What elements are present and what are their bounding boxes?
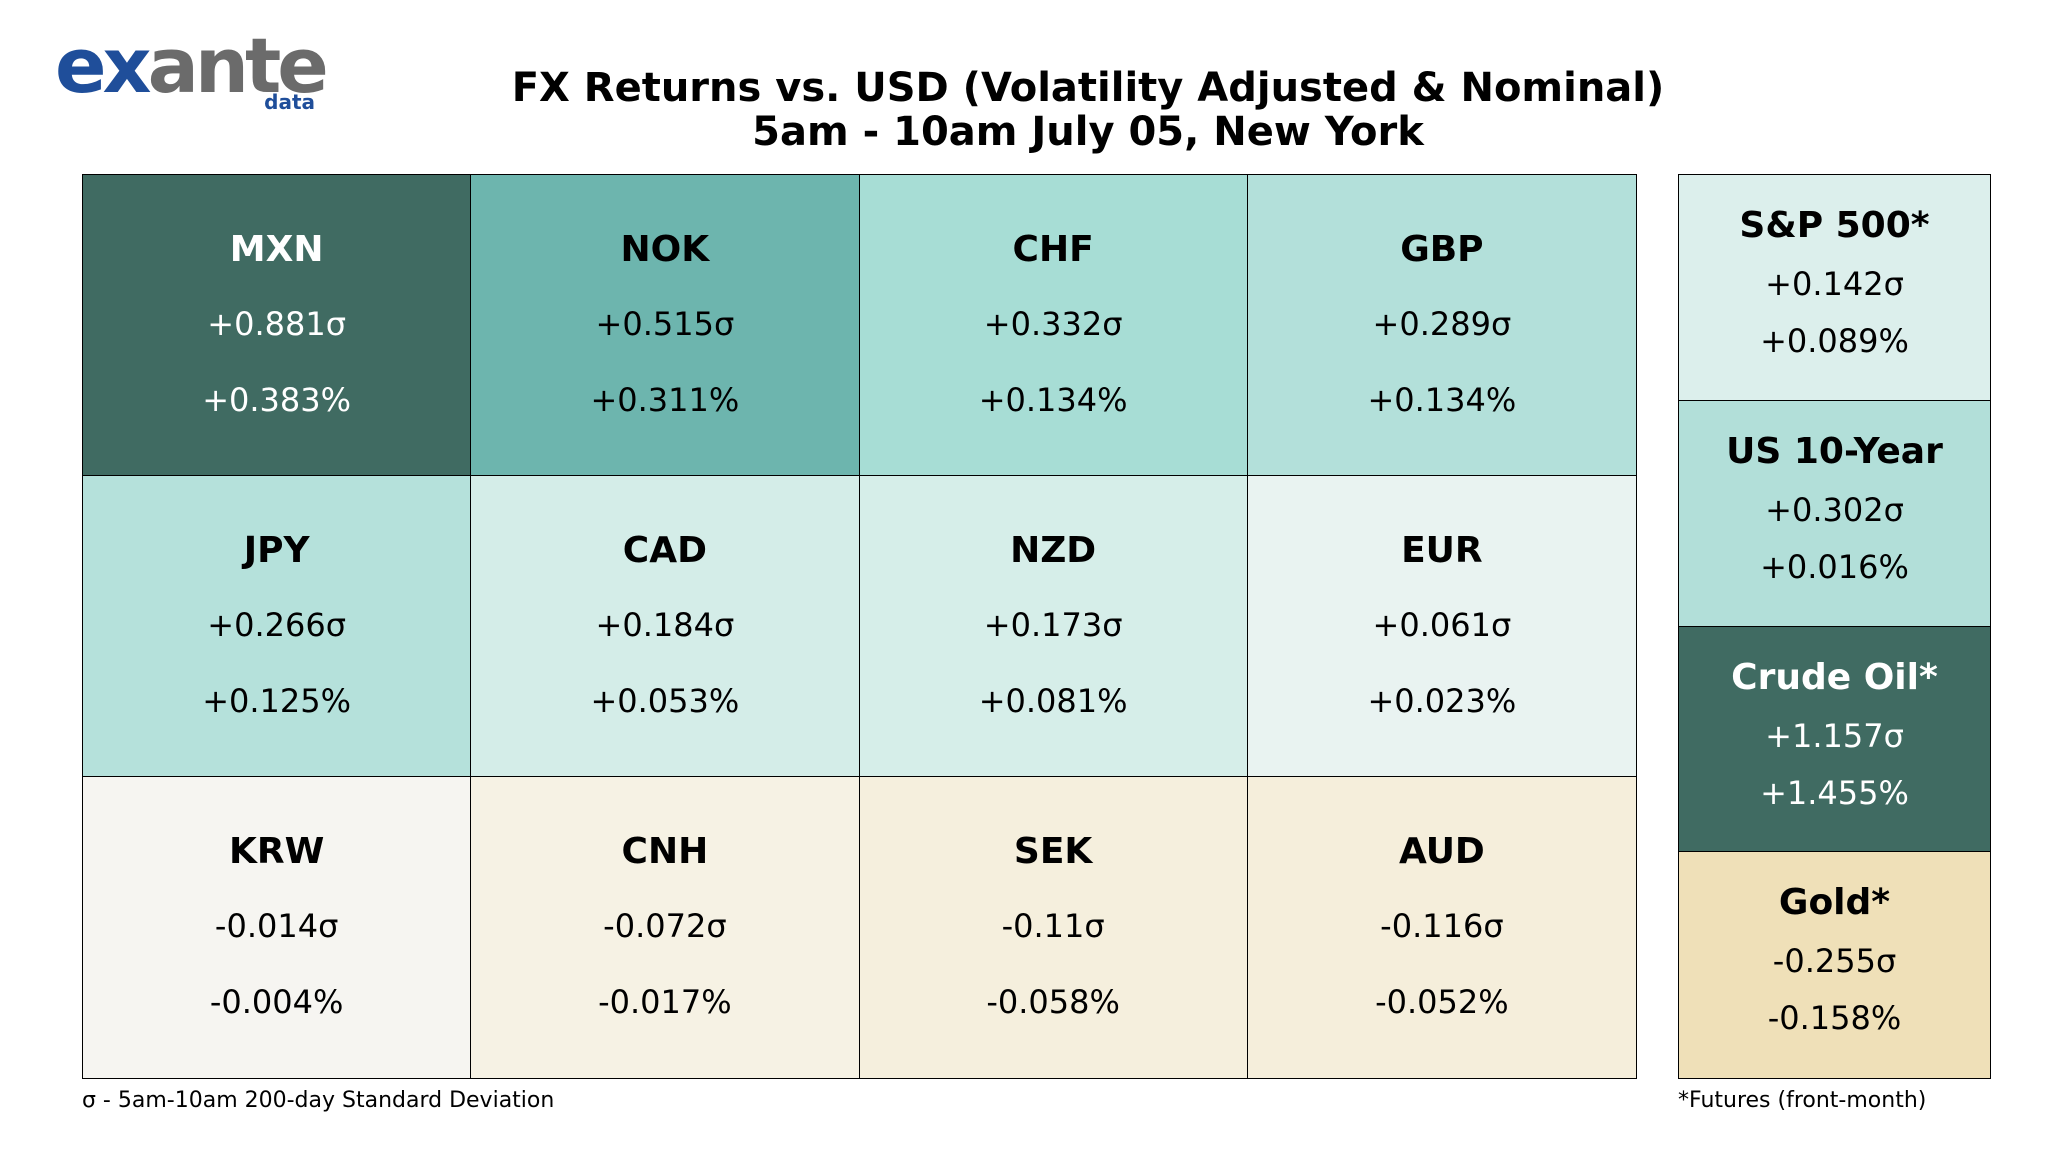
nominal-return: +0.134% [1367,381,1517,419]
fx-cell: NZD +0.173σ +0.081% [859,476,1248,777]
sigma-return: +0.061σ [1372,606,1512,644]
nominal-return: +0.053% [590,682,740,720]
nominal-return: +0.023% [1367,682,1517,720]
fx-cell: CHF +0.332σ +0.134% [859,175,1248,476]
sigma-return: +0.173σ [983,606,1123,644]
title-line-2: 5am - 10am July 05, New York [752,109,1424,155]
nominal-return: +0.134% [978,381,1128,419]
fx-cell: EUR +0.061σ +0.023% [1247,476,1636,777]
sigma-return: +1.157σ [1765,716,1904,755]
currency-name: SEK [1013,831,1093,872]
nominal-return: -0.058% [986,983,1120,1021]
currency-name: JPY [243,530,310,571]
asset-cell: US 10-Year +0.302σ +0.016% [1679,400,1990,627]
logo-wordmark: exante [55,28,329,104]
sigma-return: +0.142σ [1765,265,1904,303]
title-line-1: FX Returns vs. USD (Volatility Adjusted … [511,65,1665,111]
asset-cell: Gold* -0.255σ -0.158% [1679,852,1990,1078]
currency-name: KRW [228,831,325,872]
footnote-futures: *Futures (front-month) [1678,1088,1927,1113]
nominal-return: +0.081% [978,682,1128,720]
sigma-return: +0.515σ [595,305,735,343]
fx-heatmap-grid: MXN +0.881σ +0.383% NOK +0.515σ +0.311% CHF +… [82,174,1637,1079]
fx-cell: KRW -0.014σ -0.004% [83,777,472,1078]
fx-cell: CAD +0.184σ +0.053% [471,476,860,777]
asset-name: Gold* [1778,882,1891,924]
fx-cell: AUD -0.116σ -0.052% [1247,777,1636,1078]
sigma-return: -0.255σ [1772,942,1897,981]
nominal-return: +0.383% [202,381,352,419]
sigma-return: +0.289σ [1372,305,1512,343]
nominal-return: -0.052% [1375,983,1509,1021]
currency-name: NOK [620,229,710,270]
currency-name: AUD [1398,831,1485,872]
footnote-sigma: σ - 5am-10am 200-day Standard Deviation [82,1088,555,1113]
nominal-return: +0.125% [202,682,352,720]
nominal-return: -0.158% [1767,999,1902,1038]
asset-name: S&P 500* [1739,205,1930,246]
currency-name: MXN [229,229,324,270]
fx-cell: JPY +0.266σ +0.125% [83,476,472,777]
sigma-return: +0.332σ [983,305,1123,343]
fx-cell: CNH -0.072σ -0.017% [471,777,860,1078]
logo-ante: ante [147,21,329,110]
currency-name: CHF [1012,229,1094,270]
currency-name: GBP [1400,229,1484,270]
chart-title: FX Returns vs. USD (Volatility Adjusted … [0,66,2048,154]
exante-logo: exante data [55,28,329,118]
sigma-return: -0.116σ [1380,907,1504,945]
asset-name: US 10-Year [1726,430,1943,472]
sigma-return: -0.072σ [603,907,727,945]
logo-ex: ex [55,21,152,110]
asset-cell: S&P 500* +0.142σ +0.089% [1679,175,1990,401]
sigma-return: +0.881σ [207,305,346,343]
currency-name: CNH [621,831,709,872]
logo-subtitle: data [264,90,315,114]
nominal-return: -0.017% [598,983,732,1021]
sigma-return: +0.302σ [1765,490,1904,529]
fx-cell: MXN +0.881σ +0.383% [83,175,472,476]
sigma-return: +0.266σ [207,606,346,644]
currency-name: CAD [622,530,707,571]
nominal-return: +0.089% [1760,322,1909,360]
sigma-return: +0.184σ [595,606,735,644]
nominal-return: +0.016% [1760,547,1909,586]
currency-name: NZD [1010,530,1097,571]
fx-cell: SEK -0.11σ -0.058% [859,777,1248,1078]
sigma-return: -0.11σ [1001,907,1105,945]
nominal-return: +1.455% [1760,773,1909,812]
fx-cell: NOK +0.515σ +0.311% [471,175,860,476]
sigma-return: -0.014σ [214,907,339,945]
nominal-return: -0.004% [209,983,344,1021]
nominal-return: +0.311% [590,381,740,419]
currency-name: EUR [1401,530,1483,571]
asset-cell: Crude Oil* +1.157σ +1.455% [1679,626,1990,853]
fx-cell: GBP +0.289σ +0.134% [1247,175,1636,476]
asset-name: Crude Oil* [1731,656,1938,698]
other-assets-panel: S&P 500* +0.142σ +0.089% US 10-Year +0.302σ… [1678,174,1991,1079]
